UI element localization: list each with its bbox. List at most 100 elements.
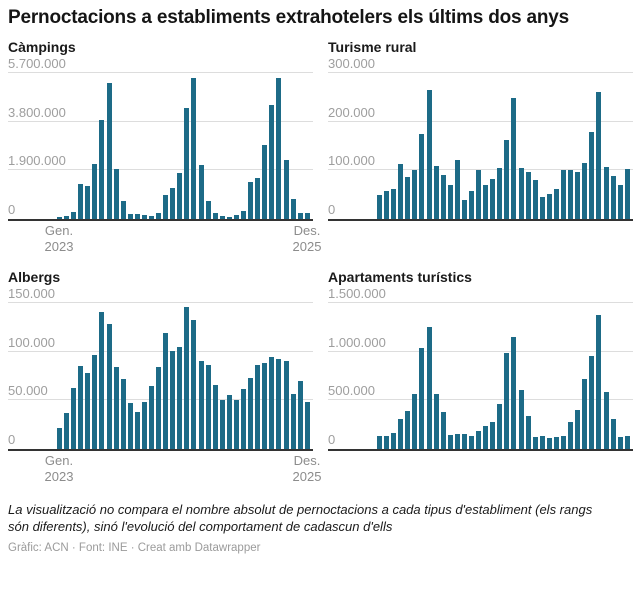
bar-albergs-gen-2025	[226, 395, 232, 449]
bar-turisme-rural-jun-2025	[582, 163, 588, 219]
gridline-apartaments-tur-stics-1500000	[328, 302, 633, 303]
bar-albergs-jul-2023	[99, 312, 105, 449]
bar-c-mpings-gen-2023	[57, 217, 62, 219]
bar-albergs-set-2024	[198, 361, 204, 449]
bar-apartaments-tur-stics-gen-2024	[461, 434, 467, 449]
bar-apartaments-tur-stics-des-2024	[539, 436, 545, 449]
bar-apartaments-tur-stics-mai-2024	[490, 422, 496, 449]
chart-title-apartaments-tur-stics: Apartaments turístics	[328, 269, 472, 285]
bar-c-mpings-des-2024	[219, 216, 225, 219]
bar-turisme-rural-gen-2025	[546, 194, 552, 219]
y-tick-label-turisme-rural-0: 0	[328, 202, 336, 217]
bar-turisme-rural-jul-2024	[504, 140, 510, 219]
y-tick-label-turisme-rural-200000: 200.000	[328, 105, 375, 120]
bar-c-mpings-ago-2023	[106, 83, 112, 219]
x-axis-spacer-turisme-rural	[328, 221, 633, 255]
bar-c-mpings-jun-2023	[92, 164, 98, 219]
bar-apartaments-tur-stics-ago-2023	[426, 327, 432, 449]
bar-c-mpings-mai-2024	[170, 188, 176, 219]
bar-series-apartaments-tur-stics	[377, 303, 630, 449]
bar-albergs-abr-2023	[78, 366, 84, 449]
bar-c-mpings-nov-2025	[297, 213, 303, 219]
x-label-end-albergs: Des. 2025	[292, 453, 322, 484]
bar-c-mpings-des-2023	[134, 214, 140, 219]
bar-albergs-mar-2024	[156, 367, 162, 449]
bar-turisme-rural-des-2025	[624, 169, 630, 219]
bar-turisme-rural-gen-2023	[377, 195, 382, 219]
bar-turisme-rural-mai-2025	[575, 172, 581, 219]
bar-albergs-mai-2025	[255, 365, 261, 449]
gridline-albergs-150000	[8, 302, 313, 303]
bar-apartaments-tur-stics-jul-2024	[504, 353, 510, 449]
bar-apartaments-tur-stics-mai-2023	[405, 411, 411, 449]
bar-turisme-rural-jul-2023	[419, 134, 425, 219]
chart-title-turisme-rural: Turisme rural	[328, 39, 417, 55]
bar-albergs-mar-2023	[71, 388, 77, 449]
bar-turisme-rural-feb-2024	[469, 191, 475, 219]
plot-area-albergs: 150.000 100.000 50.000 0	[8, 287, 313, 451]
bar-turisme-rural-mar-2023	[391, 189, 397, 219]
x-axis-spacer-apartaments-tur-stics	[328, 451, 633, 485]
bar-turisme-rural-ago-2025	[596, 92, 602, 219]
bar-albergs-feb-2024	[149, 386, 155, 449]
bar-apartaments-tur-stics-jun-2023	[412, 394, 418, 449]
y-tick-label-apartaments-tur-stics-500000: 500.000	[328, 383, 375, 398]
bar-albergs-ago-2025	[276, 359, 282, 449]
chart-footnote: La visualització no compara el nombre ab…	[8, 502, 593, 534]
bar-c-mpings-mar-2025	[241, 211, 247, 219]
bar-turisme-rural-nov-2023	[447, 185, 453, 219]
bar-albergs-feb-2023	[64, 413, 70, 449]
bar-albergs-mai-2023	[85, 373, 91, 449]
bar-apartaments-tur-stics-oct-2025	[610, 419, 616, 449]
bar-turisme-rural-mar-2024	[476, 170, 482, 219]
bar-albergs-jun-2025	[262, 363, 268, 449]
chart-c-mpings: Càmpings 5.700.000 3.800.000 1.900.000 0 Gen.…	[8, 39, 322, 255]
bar-albergs-jun-2023	[92, 355, 98, 449]
bar-apartaments-tur-stics-gen-2023	[377, 436, 382, 449]
bar-c-mpings-abr-2025	[248, 182, 254, 219]
bar-apartaments-tur-stics-mar-2024	[476, 431, 482, 449]
y-tick-label-albergs-0: 0	[8, 432, 16, 447]
bar-apartaments-tur-stics-mai-2025	[575, 410, 581, 449]
bar-turisme-rural-mar-2025	[561, 170, 567, 219]
bar-albergs-oct-2024	[205, 365, 211, 449]
bar-c-mpings-feb-2023	[64, 216, 70, 219]
x-axis-albergs: Gen. 2023 Des. 2025	[8, 451, 322, 485]
bar-turisme-rural-set-2023	[433, 166, 439, 219]
bar-c-mpings-gen-2024	[141, 215, 147, 219]
bar-albergs-abr-2024	[163, 333, 169, 449]
bar-series-turisme-rural	[377, 73, 630, 219]
bar-c-mpings-jun-2025	[262, 145, 268, 219]
gridline-c-mpings-1900000	[8, 169, 313, 170]
bar-c-mpings-feb-2024	[149, 216, 155, 219]
footer: La visualització no compara el nombre ab…	[0, 485, 640, 555]
chart-title-albergs: Albergs	[8, 269, 61, 285]
plot-area-turisme-rural: 300.000 200.000 100.000 0	[328, 57, 633, 221]
chart-title-c-mpings: Càmpings	[8, 39, 76, 55]
bar-albergs-mai-2024	[170, 351, 176, 449]
y-tick-label-turisme-rural-300000: 300.000	[328, 56, 375, 71]
gridline-c-mpings-3800000	[8, 121, 313, 122]
bar-apartaments-tur-stics-nov-2023	[447, 435, 453, 449]
bar-albergs-nov-2024	[212, 385, 218, 449]
x-axis-c-mpings: Gen. 2023 Des. 2025	[8, 221, 322, 255]
bar-apartaments-tur-stics-jun-2024	[497, 404, 503, 449]
bar-turisme-rural-gen-2024	[461, 200, 467, 219]
bar-apartaments-tur-stics-oct-2024	[525, 416, 531, 449]
bar-c-mpings-abr-2023	[78, 184, 84, 219]
bar-c-mpings-jul-2024	[184, 108, 190, 219]
y-tick-label-albergs-150000: 150.000	[8, 286, 55, 301]
bar-turisme-rural-jun-2024	[497, 168, 503, 219]
chart-turisme-rural: Turisme rural 300.000 200.000 100.000 0	[328, 39, 633, 255]
bar-apartaments-tur-stics-feb-2023	[384, 436, 390, 449]
bar-c-mpings-abr-2024	[163, 195, 169, 219]
bar-apartaments-tur-stics-nov-2024	[532, 437, 538, 449]
bar-c-mpings-gen-2025	[226, 217, 232, 219]
bar-turisme-rural-oct-2023	[440, 175, 446, 219]
bar-apartaments-tur-stics-des-2025	[624, 436, 630, 449]
bar-c-mpings-des-2025	[304, 213, 310, 219]
y-tick-label-albergs-100000: 100.000	[8, 335, 55, 350]
gridline-apartaments-tur-stics-500000	[328, 399, 633, 400]
gridline-c-mpings-5700000	[8, 72, 313, 73]
y-tick-label-c-mpings-1900000: 1.900.000	[8, 153, 66, 168]
